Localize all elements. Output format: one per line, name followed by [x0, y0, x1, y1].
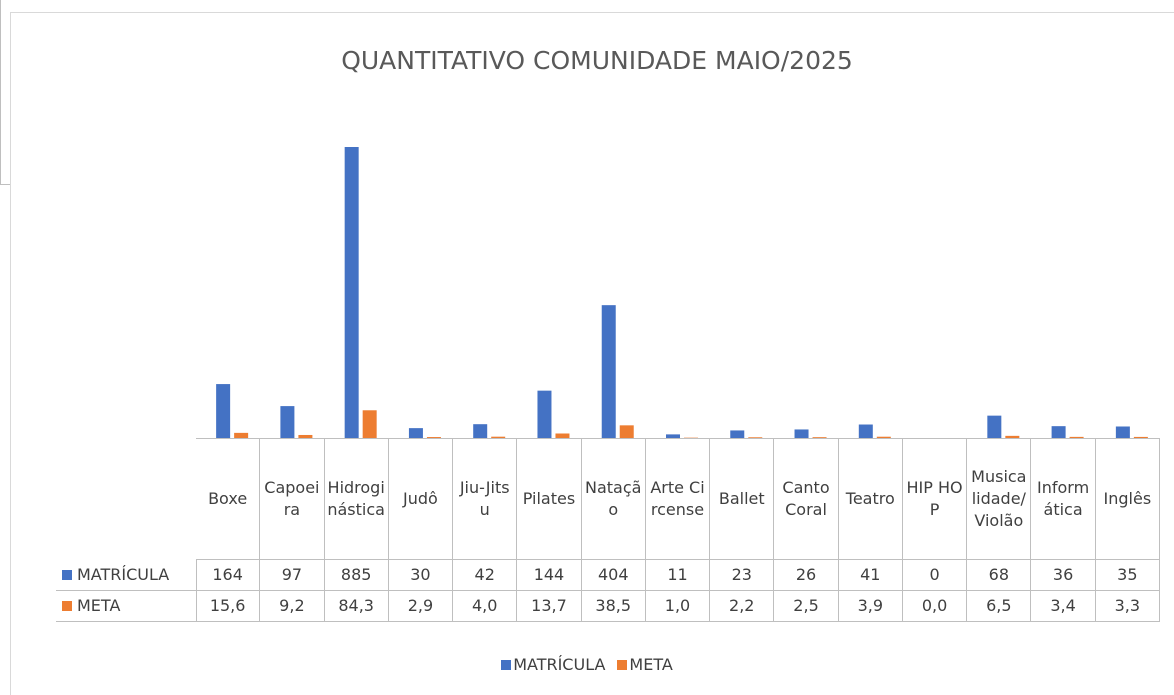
bar	[987, 415, 1002, 438]
bar	[216, 384, 231, 438]
table-value: 26	[774, 560, 839, 591]
table-value: 30	[388, 560, 454, 591]
bar	[537, 390, 552, 438]
table-value: 2,5	[774, 591, 839, 622]
table-category: Natação	[581, 438, 646, 560]
table-value: 3,3	[1095, 591, 1160, 622]
legend-item: MATRÍCULA	[501, 654, 605, 676]
table-value: 38,5	[581, 591, 646, 622]
table-value: 404	[581, 560, 646, 591]
bar	[730, 430, 745, 438]
table-value: 41	[838, 560, 903, 591]
table-category: Ballet	[710, 438, 775, 560]
legend-key	[617, 660, 628, 670]
table-value: 885	[324, 560, 389, 591]
table-category: Informática	[1031, 438, 1096, 560]
series-name: MATRÍCULA	[77, 565, 170, 584]
table-category: HIP HOP	[902, 438, 968, 560]
table-corner-line	[0, 0, 1, 122]
table-series-header: META	[56, 591, 197, 622]
chart-title: QUANTITATIVO COMUNIDADE MAIO/2025	[341, 46, 853, 75]
table-value: 84,3	[324, 591, 389, 622]
bar	[1133, 436, 1148, 438]
table-value: 144	[517, 560, 582, 591]
bar	[1051, 426, 1066, 438]
legend-item: META	[617, 654, 673, 676]
table-value: 42	[453, 560, 518, 591]
bar	[794, 429, 809, 438]
table-value: 35	[1095, 560, 1160, 591]
bar	[298, 434, 313, 438]
table-series-header: MATRÍCULA	[56, 560, 197, 591]
table-value: 23	[710, 560, 775, 591]
table-category: Jiu-Jitsu	[453, 438, 518, 560]
legend-label: MATRÍCULA	[513, 655, 606, 674]
table-category: Arte Circense	[645, 438, 711, 560]
table-left-line	[0, 122, 1, 184]
table-value: 97	[260, 560, 325, 591]
bar	[1069, 436, 1084, 438]
table-value: 0	[902, 560, 968, 591]
table-value: 2,9	[388, 591, 454, 622]
table-value: 3,4	[1031, 591, 1096, 622]
table-value: 1,0	[645, 591, 711, 622]
legend-key	[62, 601, 72, 611]
bar	[666, 434, 680, 438]
table-value: 13,7	[517, 591, 582, 622]
bar	[491, 436, 506, 438]
bar	[280, 406, 295, 438]
table-category: Capoeira	[260, 438, 325, 560]
bar	[362, 410, 377, 438]
bar	[344, 147, 359, 438]
bar	[426, 437, 441, 438]
table-category: Pilates	[517, 438, 582, 560]
table-category: Hidroginástica	[324, 438, 389, 560]
legend-key	[62, 570, 72, 580]
series-name: META	[77, 596, 121, 615]
table-value: 15,6	[196, 591, 261, 622]
bar	[858, 424, 873, 438]
table-value: 68	[967, 560, 1032, 591]
bar	[876, 436, 891, 438]
table-value: 4,0	[453, 591, 518, 622]
table-value: 164	[196, 560, 261, 591]
bar	[1115, 426, 1130, 438]
table-value: 11	[645, 560, 711, 591]
legend-key	[501, 660, 512, 670]
table-value: 2,2	[710, 591, 775, 622]
bar	[408, 428, 423, 438]
table-value: 0,0	[902, 591, 968, 622]
bar	[1005, 435, 1020, 438]
table-value: 9,2	[260, 591, 325, 622]
bar	[473, 424, 488, 438]
legend-label: META	[629, 655, 673, 674]
table-value: 6,5	[967, 591, 1032, 622]
legend: MATRÍCULA META	[0, 652, 1174, 678]
bar	[812, 437, 827, 438]
table-category: Teatro	[838, 438, 903, 560]
table-category: Judô	[388, 438, 454, 560]
table-category: Boxe	[196, 438, 261, 560]
table-category: Musicalidade/Violão	[967, 438, 1032, 560]
bar	[601, 305, 616, 438]
table-category: Inglês	[1095, 438, 1160, 560]
table-category: Canto Coral	[774, 438, 839, 560]
bar	[234, 432, 249, 438]
chart-border	[10, 12, 1174, 695]
bar	[555, 433, 570, 438]
bar	[619, 425, 634, 438]
table-value: 36	[1031, 560, 1096, 591]
bar	[748, 437, 763, 438]
table-value: 3,9	[838, 591, 903, 622]
